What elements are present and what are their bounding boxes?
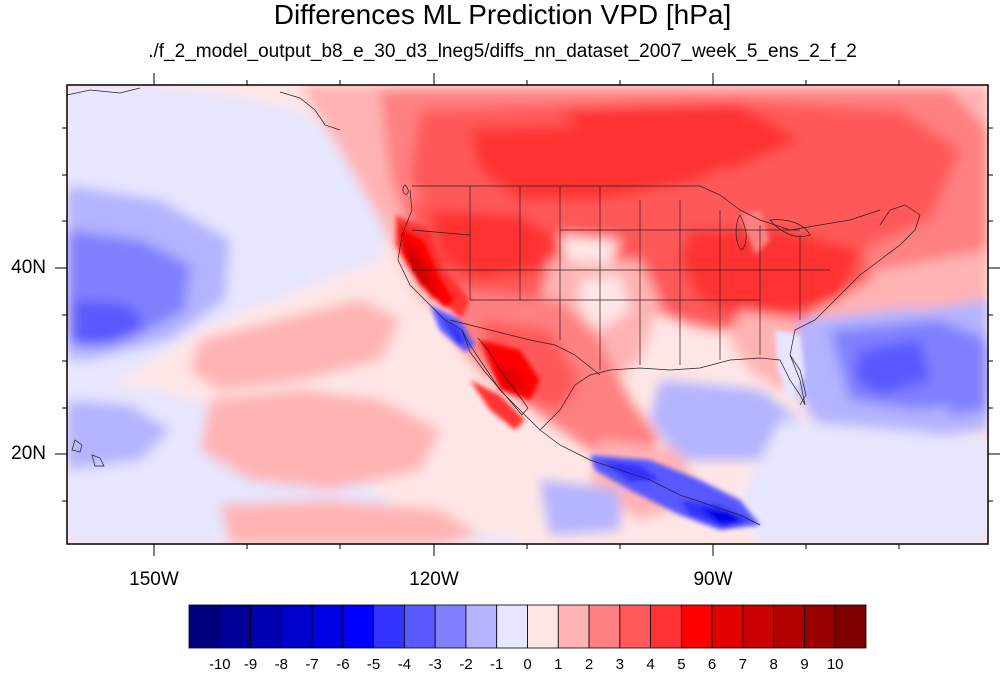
colorbar-swatch [342, 604, 375, 649]
map-outlines [67, 87, 921, 526]
colorbar-tick-label: 0 [523, 656, 532, 673]
colorbar-swatch [742, 604, 775, 649]
colorbar-swatch [773, 604, 805, 649]
colorbar-tick-label: 7 [738, 656, 748, 673]
colorbar-swatch [527, 604, 559, 649]
colorbar-swatch [619, 604, 651, 649]
colorbar-tick-label: 5 [677, 656, 686, 673]
colorbar-tick-label: 3 [615, 656, 624, 673]
colorbar-tick-label: 10 [826, 656, 844, 673]
chart-title: Differences ML Prediction VPD [hPa] [273, 0, 732, 30]
colorbar-tick-label: -8 [274, 656, 288, 673]
colorbar-swatch [588, 604, 621, 649]
colorbar-swatch [711, 604, 744, 649]
colorbar-swatch [804, 604, 836, 649]
colorbar-tick-label: 8 [769, 656, 778, 673]
colorbar-swatch [834, 604, 867, 649]
colorbar-tick-label: 6 [707, 656, 717, 673]
colorbar-swatch [404, 604, 436, 649]
axis-ticks [55, 73, 1000, 556]
x-tick-label-120w: 120W [409, 569, 459, 590]
colorbar-tick-label: -6 [336, 656, 350, 673]
colorbar-swatch [557, 604, 590, 649]
colorbar-tick-label: -1 [490, 656, 504, 673]
colorbar-tick-label: 4 [646, 656, 655, 673]
colorbar-tick-label: -2 [459, 656, 473, 673]
colorbar-swatch [250, 604, 282, 649]
colorbar-swatch [188, 604, 221, 649]
colorbar-tick-label: 2 [584, 656, 594, 673]
colorbar-tick-label: 9 [800, 656, 809, 673]
colorbar-swatch [465, 604, 498, 649]
colorbar-tick-label: -9 [243, 656, 258, 673]
colorbar-swatch [219, 604, 251, 649]
colorbar-tick-label: -7 [305, 656, 319, 673]
map-plot-area [67, 85, 988, 544]
colorbar-swatch [280, 604, 313, 649]
colorbar [188, 604, 867, 649]
chart-subtitle: ./f_2_model_output_b8_e_30_d3_lneg5/diff… [148, 41, 857, 62]
colorbar-tick-label: -5 [366, 656, 381, 673]
colorbar-tick-label: -3 [428, 656, 442, 673]
colorbar-tick-label: -10 [208, 656, 231, 673]
y-tick-label-20n: 20N [11, 443, 46, 464]
x-tick-label-150w: 150W [129, 569, 179, 590]
colorbar-swatch [373, 604, 405, 649]
colorbar-tick-label: -4 [397, 656, 412, 673]
colorbar-swatch [434, 604, 467, 649]
y-tick-label-40n: 40N [11, 257, 46, 278]
colorbar-swatch [680, 604, 713, 649]
colorbar-swatch [496, 604, 528, 649]
colorbar-swatch [650, 604, 682, 649]
colorbar-swatch [311, 604, 344, 649]
x-tick-label-90w: 90W [693, 569, 733, 590]
colorbar-tick-label: 1 [554, 656, 563, 673]
